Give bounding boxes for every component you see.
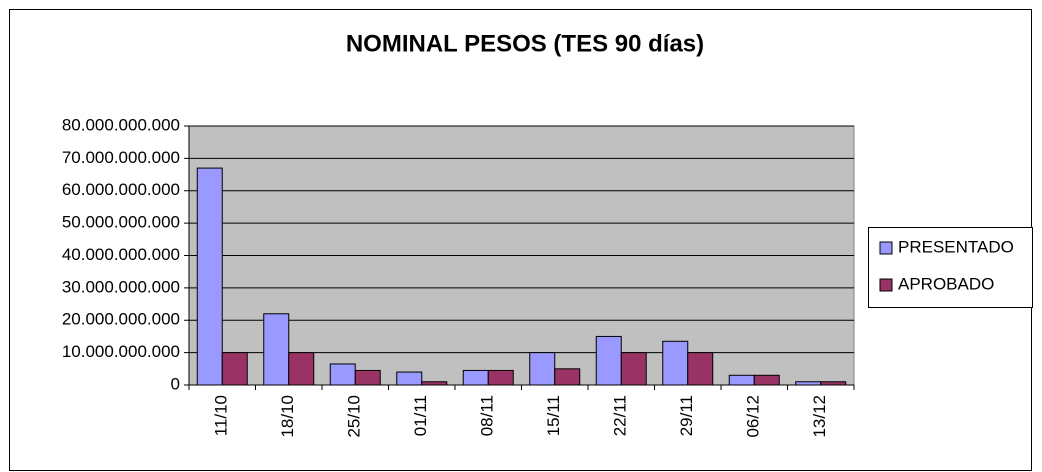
bar (753, 374, 780, 386)
x-tick-label: 06/12 (744, 395, 763, 438)
y-tick-label: 20.000.000.000 (62, 310, 180, 329)
bar (329, 363, 356, 386)
x-tick-label: 15/11 (544, 395, 563, 436)
bar (487, 369, 514, 386)
chart-title: NOMINAL PESOS (TES 90 días) (346, 30, 704, 57)
x-tick-label: 11/10 (212, 395, 231, 436)
bar (462, 369, 489, 386)
bar (554, 368, 581, 386)
x-tick-label: 22/11 (611, 395, 630, 436)
bar (620, 352, 647, 386)
bar (728, 374, 755, 386)
y-tick-label: 70.000.000.000 (62, 148, 180, 167)
bar (595, 335, 622, 386)
bar (196, 167, 223, 386)
bar (820, 381, 847, 386)
legend-label: APROBADO (898, 274, 994, 293)
y-tick-label: 60.000.000.000 (62, 180, 180, 199)
bar (221, 352, 248, 386)
bar (795, 381, 822, 386)
bar (396, 371, 423, 386)
x-tick-label: 01/11 (411, 395, 430, 436)
bar (288, 352, 315, 386)
x-tick-label: 13/12 (810, 395, 829, 438)
legend-swatch (879, 241, 893, 255)
bar (263, 313, 290, 386)
bar (687, 352, 714, 386)
legend-label: PRESENTADO (898, 237, 1014, 256)
x-tick-label: 08/11 (478, 395, 497, 436)
bar (662, 340, 689, 386)
legend-swatch (879, 278, 893, 292)
x-tick-label: 25/10 (345, 395, 364, 438)
bar (421, 381, 448, 386)
y-tick-label: 50.000.000.000 (62, 213, 180, 232)
y-tick-label: 30.000.000.000 (62, 277, 180, 296)
y-tick-label: 40.000.000.000 (62, 245, 180, 264)
bar (529, 352, 556, 386)
y-tick-label: 10.000.000.000 (62, 342, 180, 361)
x-tick-label: 18/10 (278, 395, 297, 438)
x-tick-label: 29/11 (677, 395, 696, 436)
y-tick-label: 80.000.000.000 (62, 115, 180, 134)
legend-box (868, 227, 1033, 308)
y-tick-label: 0 (171, 374, 180, 393)
bar (354, 369, 381, 386)
